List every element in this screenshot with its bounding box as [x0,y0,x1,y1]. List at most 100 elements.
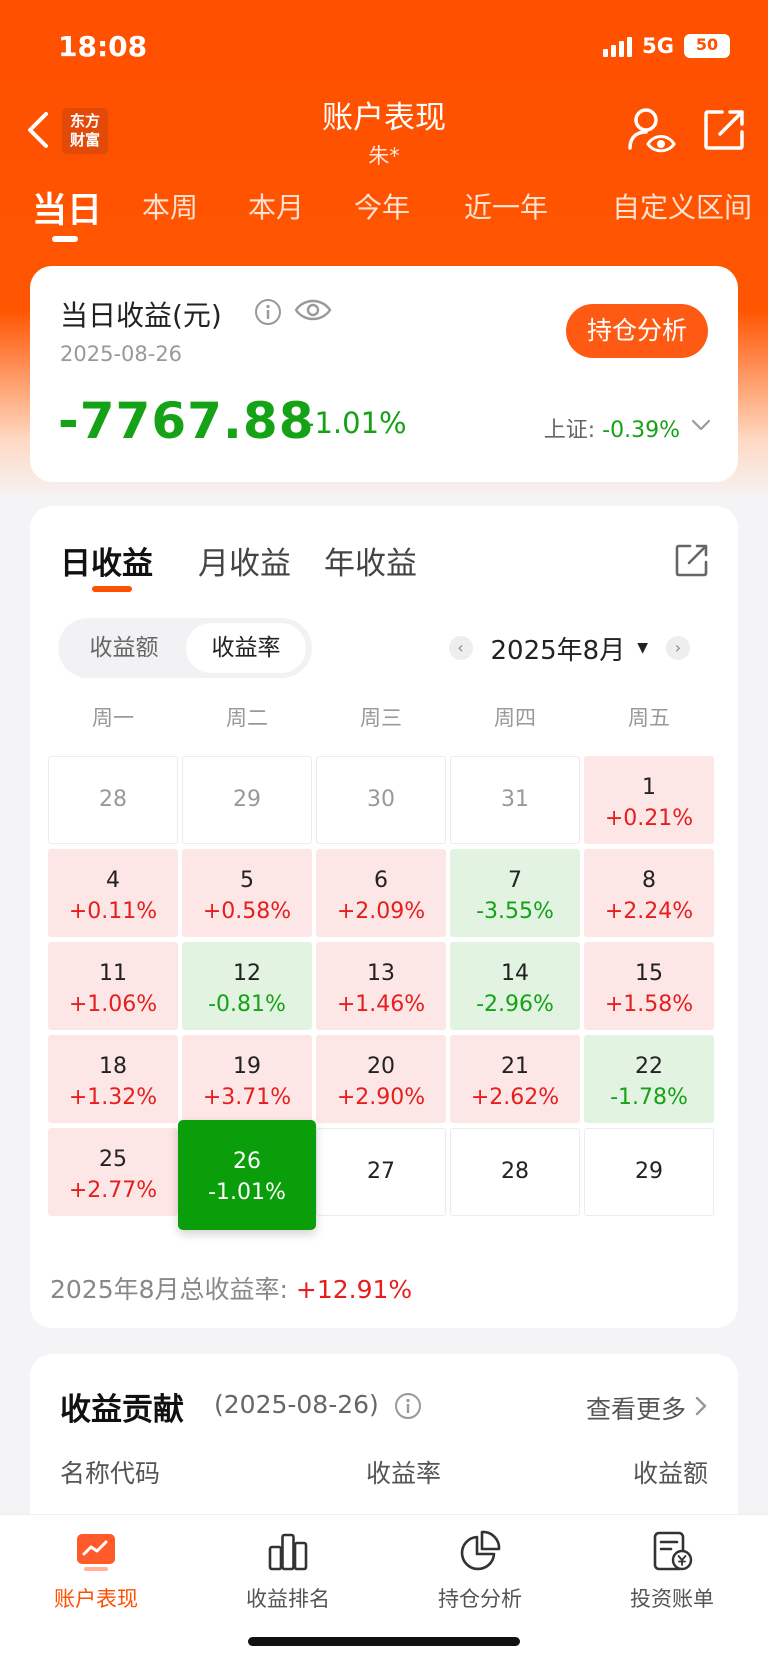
day-return: +0.58% [202,899,292,924]
month-navigator: ‹ 2025年8月 ▼ › [448,628,690,668]
calendar-day[interactable]: 6 +2.09% [316,849,446,937]
signal-icon [603,35,633,57]
weekday-label: 周三 [360,706,402,730]
chevron-down-icon[interactable] [690,414,712,436]
chevron-right-icon[interactable] [692,1394,710,1418]
amount-rate-toggle: 收益额 收益率 [58,618,312,678]
calendar-day[interactable]: 30 [316,756,446,844]
weekday-label: 周四 [494,706,536,730]
day-return: +1.46% [336,992,426,1017]
column-return-rate[interactable]: 收益率 [366,1459,442,1488]
calendar-day[interactable]: 7 -3.55% [450,849,580,937]
index-comparison[interactable]: 上证: -0.39% [544,412,680,444]
calendar-day[interactable]: 4 +0.11% [48,849,178,937]
calendar-day[interactable]: 15 +1.58% [584,942,714,1030]
day-number: 31 [501,787,529,812]
day-return: -0.81% [208,992,286,1017]
calendar-day[interactable]: 19 +3.71% [182,1035,312,1123]
view-more-link[interactable]: 查看更多 [585,1395,686,1424]
tab-active-indicator [52,236,78,242]
day-number: 6 [374,868,388,893]
calendar-day[interactable]: 8 +2.24% [584,849,714,937]
nav-label: 收益排名 [246,1587,330,1611]
tab-custom-range[interactable]: 自定义区间 [612,191,753,224]
calendar-day[interactable]: 29 [182,756,312,844]
holding-analysis-button[interactable]: 持仓分析 [566,304,708,358]
day-number: 15 [635,961,663,986]
toggle-rate[interactable]: 收益率 [186,623,306,673]
info-icon[interactable] [394,1392,422,1420]
calendar-day[interactable]: 18 +1.32% [48,1035,178,1123]
summary-date: 2025-08-26 [60,342,183,366]
day-number: 14 [501,961,529,986]
prev-month-button[interactable]: ‹ [448,636,473,660]
weekday-label: 周二 [226,706,268,730]
nav-returns-ranking[interactable]: 收益排名 [192,1529,384,1613]
calendar-day[interactable]: 11 +1.06% [48,942,178,1030]
calendar-day[interactable]: 25 +2.77% [48,1128,178,1216]
tab-today[interactable]: 当日 [32,191,103,231]
column-return-amount[interactable]: 收益额 [632,1459,708,1488]
info-icon[interactable] [254,298,282,326]
day-return: -3.55% [476,899,554,924]
month-selector[interactable]: 2025年8月 [490,635,626,666]
day-number: 25 [99,1147,127,1172]
day-number: 19 [233,1054,261,1079]
tab-daily-returns[interactable]: 日收益 [60,546,153,582]
share-icon[interactable] [702,108,746,152]
toggle-amount[interactable]: 收益额 [89,635,159,661]
home-indicator [248,1637,520,1646]
eye-icon[interactable] [294,294,332,326]
tab-yearly-returns[interactable]: 年收益 [324,546,417,582]
tab-monthly-returns[interactable]: 月收益 [198,546,291,582]
eastmoney-logo: 东方 财富 [62,108,108,154]
nav-holding-analysis[interactable]: 持仓分析 [384,1529,576,1613]
contribution-date: (2025-08-26) [214,1390,379,1419]
calendar-day[interactable]: 13 +1.46% [316,942,446,1030]
calendar-day[interactable]: 29 [584,1128,714,1216]
nav-account-performance[interactable]: 账户表现 [0,1529,192,1613]
status-indicators: 5G 50 [603,34,730,58]
tab-this-week[interactable]: 本周 [142,191,199,224]
user-privacy-icon[interactable] [626,106,676,156]
calendar-day[interactable]: 22 -1.78% [584,1035,714,1123]
returns-calendar-card: 日收益 月收益 年收益 收益额 收益率 ‹ 2025年8月 ▼ › 周一 周二 … [30,506,738,1328]
status-time: 18:08 [58,30,148,63]
day-number: 20 [367,1054,395,1079]
nav-label: 账户表现 [54,1587,138,1611]
calendar-day[interactable]: 31 [450,756,580,844]
day-number: 28 [501,1159,529,1184]
day-return: +0.11% [68,899,158,924]
network-label: 5G [642,34,674,58]
column-name-code[interactable]: 名称代码 [60,1459,161,1488]
day-number: 21 [501,1054,529,1079]
calendar-day[interactable]: 28 [48,756,178,844]
calendar-day[interactable]: 28 [450,1128,580,1216]
calendar-day[interactable]: 5 +0.58% [182,849,312,937]
calendar-day[interactable]: 20 +2.90% [316,1035,446,1123]
tab-this-year[interactable]: 今年 [354,191,411,224]
share-icon[interactable] [674,542,710,578]
day-number: 8 [642,868,656,893]
weekday-label: 周五 [628,706,670,730]
calendar-day[interactable]: 27 [316,1128,446,1216]
calendar-day[interactable]: 12 -0.81% [182,942,312,1030]
caret-down-icon[interactable]: ▼ [637,640,648,656]
calendar-day[interactable]: 1 +0.21% [584,756,714,844]
back-arrow-icon[interactable] [22,108,56,152]
next-month-button[interactable]: › [666,636,690,660]
day-return: -2.96% [476,992,554,1017]
calendar-day[interactable]: 14 -2.96% [450,942,580,1030]
daily-summary-card: 当日收益(元) 2025-08-26 持仓分析 -7767.88 -1.01% … [30,266,738,482]
contribution-title: 收益贡献 [60,1392,184,1428]
calendar-day[interactable]: 21 +2.62% [450,1035,580,1123]
daily-income-amount: -7767.88 [58,392,315,450]
weekday-header: 周一 周二 周三 周四 周五 [48,702,720,732]
calendar-day-selected[interactable]: 26 -1.01% [178,1120,316,1230]
nav-investment-bill[interactable]: 投资账单 [576,1529,768,1613]
day-return: +1.58% [604,992,694,1017]
tab-this-month[interactable]: 本月 [248,191,305,224]
day-number: 7 [508,868,522,893]
tab-last-year[interactable]: 近一年 [464,191,549,224]
bill-icon [653,1531,693,1571]
